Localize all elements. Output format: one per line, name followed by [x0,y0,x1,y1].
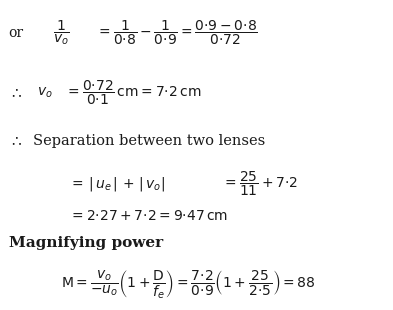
Text: $\therefore$: $\therefore$ [9,86,22,100]
Text: Separation between two lenses: Separation between two lenses [33,134,265,148]
Text: $=\dfrac{1}{0{\cdot}8}-\dfrac{1}{0{\cdot}9}=\dfrac{0{\cdot}9-0{\cdot}8}{0{\cdot}: $=\dfrac{1}{0{\cdot}8}-\dfrac{1}{0{\cdot… [96,18,258,47]
Text: $\mathrm{M}=\dfrac{v_o}{-u_o}\left(1+\dfrac{\mathrm{D}}{f_e}\right)=\dfrac{7{\cd: $\mathrm{M}=\dfrac{v_o}{-u_o}\left(1+\df… [61,268,316,301]
Text: $=\,|\,u_e\,|\,+\,|\,v_o|$: $=\,|\,u_e\,|\,+\,|\,v_o|$ [69,175,165,193]
Text: $v_o$: $v_o$ [37,86,53,100]
Text: $=2{\cdot}27+7{\cdot}2=9{\cdot}47\,\mathrm{cm}$: $=2{\cdot}27+7{\cdot}2=9{\cdot}47\,\math… [69,209,228,223]
Text: $=\dfrac{25}{11}+7{\cdot}2$: $=\dfrac{25}{11}+7{\cdot}2$ [222,169,298,198]
Text: $\dfrac{1}{v_o}$: $\dfrac{1}{v_o}$ [53,18,70,47]
Text: $=\dfrac{0{\cdot}72}{0{\cdot}1}\,\mathrm{cm}=7{\cdot}2\,\mathrm{cm}$: $=\dfrac{0{\cdot}72}{0{\cdot}1}\,\mathrm… [65,79,201,107]
Text: $\therefore$: $\therefore$ [9,134,22,148]
Text: Magnifying power: Magnifying power [9,236,163,250]
Text: or: or [9,25,24,40]
